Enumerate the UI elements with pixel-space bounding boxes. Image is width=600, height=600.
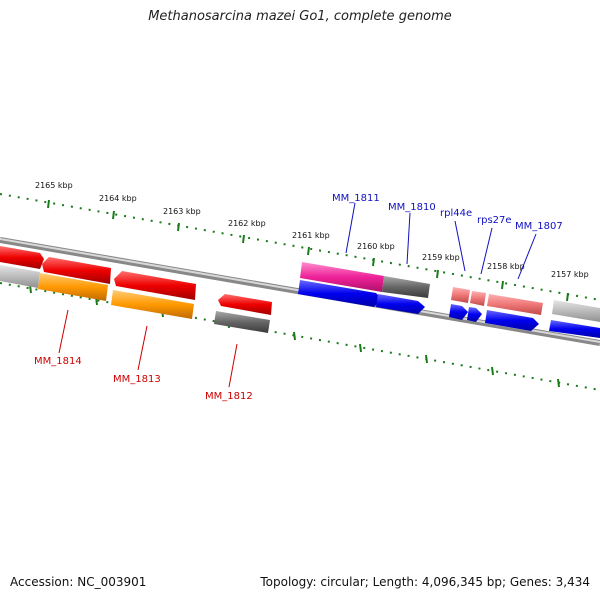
- feature-box[interactable]: [38, 273, 108, 301]
- feature-arrow-forward[interactable]: [449, 304, 468, 320]
- feature-box[interactable]: [300, 262, 384, 292]
- feature-box[interactable]: [552, 300, 600, 322]
- gene-label-fwd[interactable]: MM_1810: [388, 202, 436, 213]
- feature-arrow-forward[interactable]: [376, 294, 425, 314]
- feature-box[interactable]: [0, 265, 40, 288]
- gene-label-fwd[interactable]: MM_1811: [332, 193, 380, 204]
- gene-label-rev[interactable]: MM_1813: [113, 374, 161, 385]
- feature-arrow-reverse[interactable]: [114, 271, 196, 300]
- feature-arrow-reverse[interactable]: [218, 294, 272, 315]
- topology-text: Topology: circular; Length: 4,096,345 bp…: [260, 575, 590, 589]
- kbp-label: 2162 kbp: [228, 219, 266, 228]
- inner-major-ticks: [47, 199, 569, 302]
- kbp-label: 2163 kbp: [163, 207, 201, 216]
- gene-label-rev[interactable]: MM_1814: [34, 356, 82, 367]
- feature-arrow-reverse[interactable]: [0, 246, 44, 269]
- forward-features: [298, 262, 600, 338]
- feature-arrow-forward[interactable]: [298, 280, 382, 307]
- feature-box[interactable]: [214, 311, 270, 333]
- kbp-label: 2161 kbp: [292, 231, 330, 240]
- kbp-label: 2160 kbp: [357, 242, 395, 251]
- kbp-label: 2158 kbp: [487, 262, 525, 271]
- gene-label-fwd[interactable]: rpl44e: [440, 208, 472, 219]
- kbp-label: 2157 kbp: [551, 270, 589, 279]
- feature-box[interactable]: [451, 287, 470, 303]
- reverse-leaders: [58, 309, 238, 388]
- feature-arrow-forward[interactable]: [467, 307, 482, 322]
- feature-arrow-forward[interactable]: [485, 310, 539, 331]
- kbp-labels: 2165 kbp 2164 kbp 2163 kbp 2162 kbp 2161…: [35, 181, 589, 279]
- gene-label-fwd[interactable]: MM_1807: [515, 221, 563, 232]
- feature-arrow-forward[interactable]: [549, 320, 600, 338]
- feature-box[interactable]: [470, 291, 486, 306]
- feature-box[interactable]: [487, 294, 543, 315]
- forward-leaders: [345, 202, 537, 280]
- feature-arrow-reverse[interactable]: [42, 257, 111, 284]
- kbp-label: 2165 kbp: [35, 181, 73, 190]
- gene-label-fwd[interactable]: rps27e: [477, 215, 512, 226]
- kbp-label: 2159 kbp: [422, 253, 460, 262]
- feature-box[interactable]: [111, 290, 194, 319]
- feature-box[interactable]: [382, 276, 430, 298]
- gene-labels: MM_1811 MM_1810 rpl44e rps27e MM_1807 MM…: [34, 193, 563, 402]
- kbp-label: 2164 kbp: [99, 194, 137, 203]
- reverse-features: [0, 246, 272, 333]
- map-title: Methanosarcina mazei Go1, complete genom…: [148, 9, 452, 24]
- gene-label-rev[interactable]: MM_1812: [205, 391, 253, 402]
- accession-text: Accession: NC_003901: [10, 575, 147, 589]
